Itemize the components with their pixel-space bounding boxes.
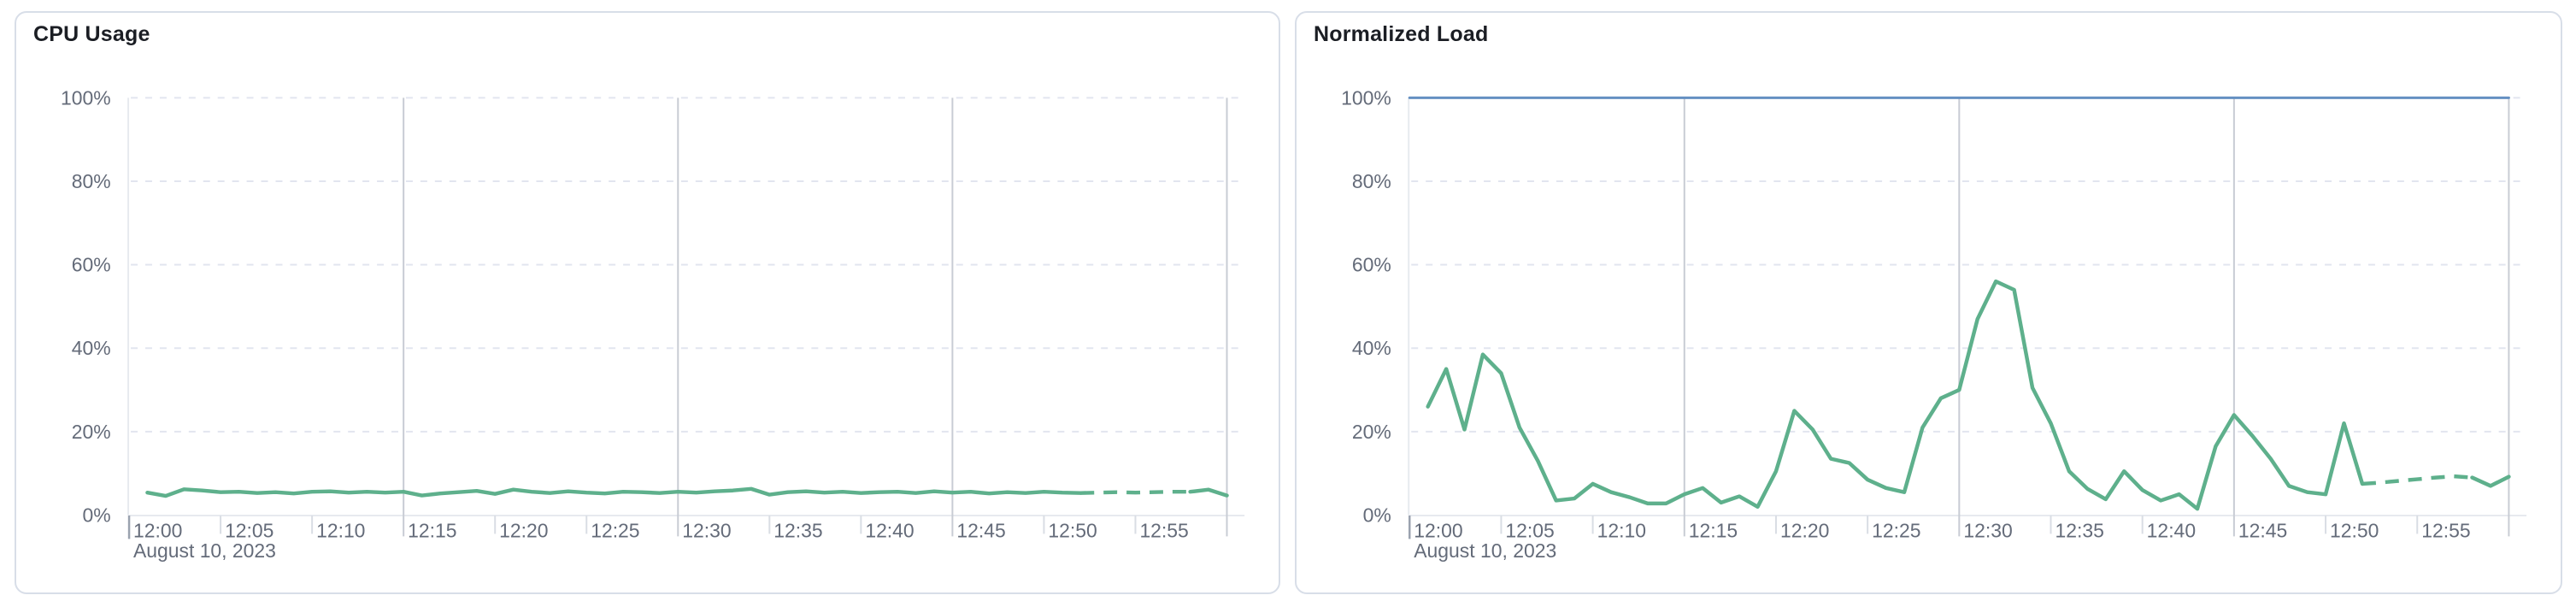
- x-tick-label: 12:05: [225, 519, 273, 541]
- cpu-usage-panel-title: CPU Usage: [33, 22, 150, 46]
- x-tick-label: 12:45: [2238, 519, 2287, 541]
- y-tick-label: 0%: [1363, 504, 1391, 527]
- series-line-normalized-load-dashed: [2361, 474, 2473, 486]
- y-tick-label: 40%: [72, 337, 111, 359]
- series-line-cpu-usage: [145, 486, 1083, 498]
- x-tick-label: 12:05: [1505, 519, 1554, 541]
- y-tick-label: 20%: [1352, 421, 1391, 443]
- series-line-normalized-load: [2470, 474, 2511, 488]
- series-line-cpu-usage: [1188, 487, 1229, 498]
- x-tick-label: 12:55: [1139, 519, 1188, 541]
- x-tick-label: 12:10: [316, 519, 365, 541]
- x-tick-label: 12:50: [2330, 519, 2379, 541]
- x-tick-label: 12:20: [499, 519, 548, 541]
- y-tick-label: 80%: [72, 170, 111, 192]
- y-tick-label: 60%: [1352, 254, 1391, 276]
- y-tick-label: 80%: [1352, 170, 1391, 192]
- x-tick-label: 12:20: [1780, 519, 1829, 541]
- x-tick-label: 12:35: [773, 519, 822, 541]
- x-tick-label: 12:00: [1414, 519, 1462, 541]
- x-tick-label: 12:15: [1689, 519, 1738, 541]
- x-tick-label: 12:30: [682, 519, 731, 541]
- series-line-normalized-load: [1426, 279, 2365, 511]
- x-tick-label: 12:45: [956, 519, 1005, 541]
- x-tick-label: 12:10: [1597, 519, 1646, 541]
- normalized-load-panel-title: Normalized Load: [1314, 22, 1489, 46]
- x-tick-label: 12:15: [408, 519, 456, 541]
- x-tick-label: 12:35: [2055, 519, 2103, 541]
- x-tick-label: 12:00: [133, 519, 182, 541]
- panel-cpu-usage: CPU Usage 0% 20% 40% 60% 80% 100% 12:00 12:05 12…: [15, 11, 1280, 594]
- panel-normalized-load: Normalized Load 0% 20% 40% 60% 80% 100% 12:00 1…: [1295, 11, 2562, 594]
- x-tick-label: 12:25: [591, 519, 639, 541]
- cpu-usage-chart[interactable]: 0% 20% 40% 60% 80% 100% 12:00 12:05 12:10 12:15 12…: [16, 13, 1279, 592]
- y-tick-label: 0%: [83, 504, 111, 527]
- y-tick-label: 100%: [61, 86, 111, 109]
- date-label: August 10, 2023: [1414, 539, 1556, 562]
- x-tick-label: 12:55: [2421, 519, 2470, 541]
- y-tick-label: 60%: [72, 254, 111, 276]
- normalized-load-chart[interactable]: 0% 20% 40% 60% 80% 100% 12:00 12:05 12:10 12:15 12…: [1297, 13, 2561, 592]
- y-tick-label: 100%: [1341, 86, 1391, 109]
- x-tick-label: 12:30: [1963, 519, 2012, 541]
- y-tick-label: 20%: [72, 421, 111, 443]
- x-tick-label: 12:50: [1048, 519, 1097, 541]
- x-tick-label: 12:25: [1872, 519, 1920, 541]
- x-tick-label: 12:40: [865, 519, 914, 541]
- date-label: August 10, 2023: [133, 539, 276, 562]
- x-tick-label: 12:40: [2147, 519, 2196, 541]
- y-tick-label: 40%: [1352, 337, 1391, 359]
